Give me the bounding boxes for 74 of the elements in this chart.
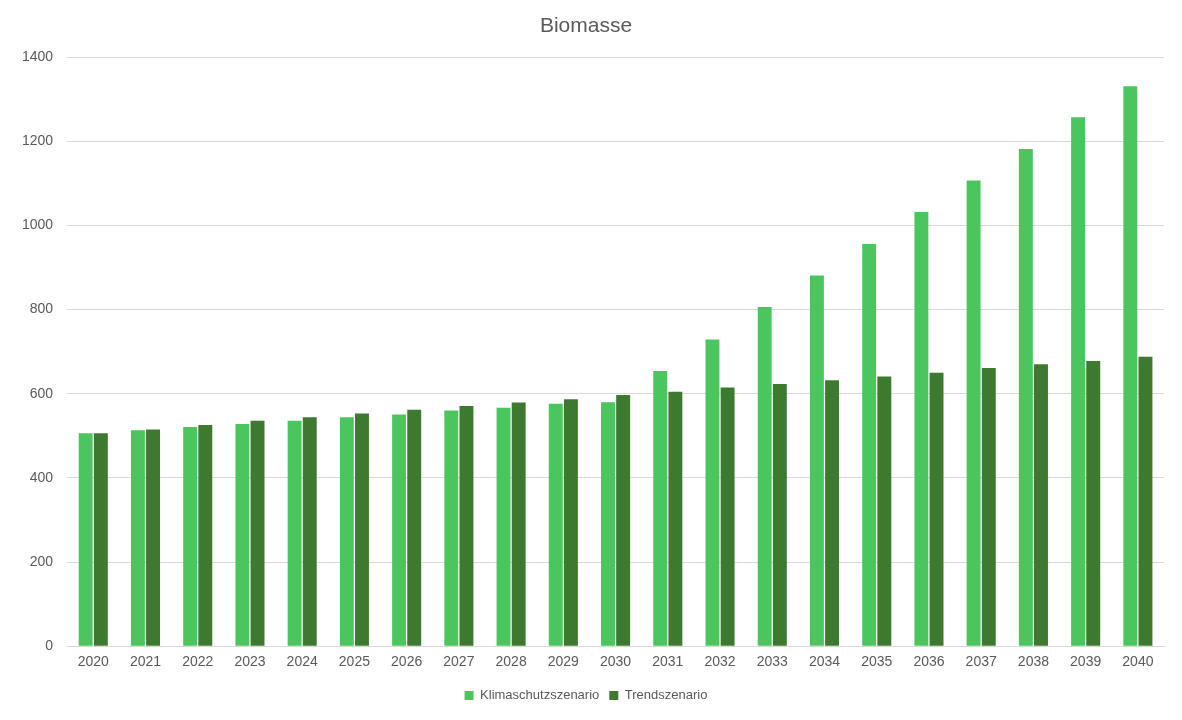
bar [862,244,877,646]
bar [720,387,735,646]
x-tick-label: 2040 [1122,653,1154,670]
bar [496,407,511,646]
x-tick-label: 2022 [182,653,214,670]
x-tick-label: 2031 [652,653,684,670]
bar [459,405,474,646]
x-tick-label: 2029 [547,653,580,670]
y-tick-label: 200 [29,552,54,569]
bar [757,307,772,646]
bar [302,417,317,646]
bar [146,429,161,646]
x-tick-label: 2035 [861,653,893,670]
x-tick-label: 2033 [756,653,789,670]
legend-label: Klimaschutzszenario [480,687,600,703]
x-tick-label: 2021 [129,653,162,670]
y-tick-label: 1200 [21,132,54,149]
bar [1138,356,1153,646]
x-tick-label: 2027 [443,653,475,670]
bar [93,433,108,646]
x-tick-label: 2034 [808,653,841,670]
bar [78,433,93,646]
bar [1071,117,1086,646]
y-tick-label: 1400 [21,48,54,65]
bar [1034,364,1048,646]
bar [563,399,578,646]
y-tick-label: 600 [29,384,54,401]
bar [407,409,422,646]
bar [705,339,720,646]
bar [1018,148,1033,646]
bar [1123,86,1138,646]
x-tick-label: 2037 [965,653,997,670]
bar [877,376,892,646]
bar [548,403,563,646]
y-tick-label: 400 [29,468,54,485]
x-tick-label: 2025 [338,653,371,670]
bar [929,372,944,646]
legend-label: Trendszenario [624,687,708,703]
bar [198,424,213,646]
bar [601,402,615,646]
x-tick-label: 2039 [1070,653,1102,670]
bar [287,420,302,646]
bar [235,424,250,646]
bar [511,402,526,646]
bar [825,380,840,646]
y-tick-label: 0 [45,637,54,654]
bar [981,368,996,646]
bar [653,371,668,646]
bar [809,275,824,646]
bar [392,414,407,646]
bar [250,420,265,646]
x-tick-label: 2032 [704,653,736,670]
x-tick-label: 2020 [77,653,110,670]
x-tick-label: 2026 [391,653,423,670]
x-tick-label: 2038 [1017,653,1050,670]
y-tick-label: 800 [29,300,54,317]
x-tick-label: 2023 [234,653,266,670]
bar [668,391,683,646]
bar [444,410,459,646]
bar [183,427,198,646]
chart-title: Biomasse [539,13,633,37]
x-tick-label: 2028 [495,653,527,670]
bar [616,395,631,646]
x-tick-label: 2030 [599,653,632,670]
y-tick-label: 1000 [21,216,54,233]
bar [1086,360,1101,646]
bar [914,212,929,646]
bar [355,413,369,646]
bar [772,384,787,646]
bar [339,417,354,646]
x-tick-label: 2036 [913,653,945,670]
bar [130,430,145,646]
x-tick-label: 2024 [286,653,318,670]
bar [966,180,981,646]
